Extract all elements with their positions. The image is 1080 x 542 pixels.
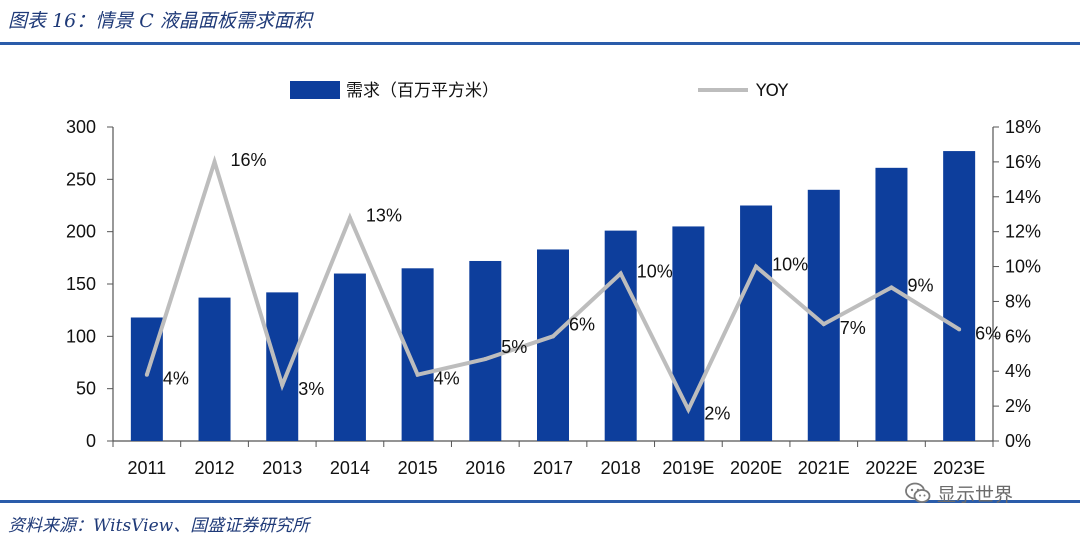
x-axis-tick-label: 2013 [262, 458, 302, 478]
yoy-data-label: 6% [569, 314, 595, 334]
demand-bar [875, 167, 908, 441]
demand-bar [266, 292, 299, 441]
demand-bar [469, 260, 502, 441]
yoy-point [957, 327, 962, 332]
x-axis-tick-label: 2014 [330, 458, 370, 478]
left-axis-tick-label: 50 [76, 379, 96, 399]
left-axis-tick-label: 250 [66, 169, 96, 189]
yoy-point [483, 357, 488, 362]
demand-bar [198, 297, 231, 441]
yoy-point [280, 383, 285, 388]
yoy-data-label: 4% [163, 369, 189, 389]
demand-bar [333, 273, 366, 441]
bar-series [130, 151, 976, 441]
x-axis-tick-label: 2020E [730, 458, 782, 478]
left-axis-tick-label: 150 [66, 274, 96, 294]
yoy-point [415, 372, 420, 377]
yoy-data-label: 7% [840, 318, 866, 338]
right-axis-tick-label: 10% [1005, 257, 1041, 277]
demand-bar [537, 249, 569, 441]
yoy-data-label: 2% [704, 404, 730, 424]
yoy-data-label: 4% [434, 369, 460, 389]
yoy-point [347, 215, 352, 220]
yoy-data-label: 3% [298, 379, 324, 399]
x-axis-tick-label: 2018 [601, 458, 641, 478]
right-axis-tick-label: 4% [1005, 361, 1031, 381]
right-axis-tick-label: 0% [1005, 431, 1031, 451]
right-axis-tick-label: 18% [1005, 117, 1041, 137]
wechat-icon [905, 482, 931, 503]
yoy-point [889, 285, 894, 290]
yoy-data-label: 16% [231, 150, 267, 170]
yoy-point [754, 264, 759, 269]
watermark: 显示世界 [905, 480, 1013, 506]
demand-bar [943, 151, 976, 441]
chart: 4% 16% 3% 13% 4% 5% 6% 10% 2% 10% 7% 9% 6% 0 50 100 150… [66, 81, 1041, 478]
yoy-data-label: 10% [772, 255, 808, 275]
yoy-point [821, 322, 826, 327]
yoy-data-label: 10% [637, 262, 673, 282]
watermark-text: 显示世界 [937, 483, 1014, 506]
x-axis-tick-label: 2011 [127, 458, 166, 478]
right-axis-tick-label: 8% [1005, 291, 1031, 311]
left-axis-tick-label: 0 [86, 431, 96, 451]
right-axis-tick-label: 6% [1005, 326, 1031, 346]
legend-swatch-demand [290, 81, 340, 99]
left-axis-tick-label: 300 [66, 117, 96, 137]
yoy-point [144, 372, 149, 377]
data-labels: 4% 16% 3% 13% 4% 5% 6% 10% 2% 10% 7% 9% 6% [163, 150, 1001, 424]
demand-bar [604, 230, 637, 441]
right-axis-tick-label: 2% [1005, 396, 1031, 416]
right-axis-tick-label: 14% [1005, 187, 1041, 207]
source-note: 资料来源：WitsView、国盛证券研究所 [8, 516, 310, 536]
yoy-point [618, 271, 623, 276]
tick-labels: 0501001502002503000%2%4%6%8%10%12%14%16%… [66, 117, 1041, 478]
yoy-point [686, 407, 691, 412]
right-axis-tick-label: 12% [1005, 222, 1041, 242]
left-axis-tick-label: 200 [66, 222, 96, 242]
x-axis-tick-label: 2021E [798, 458, 850, 478]
x-axis-tick-label: 2022E [865, 458, 917, 478]
yoy-line-series [144, 155, 962, 415]
x-axis-tick-label: 2016 [465, 458, 505, 478]
yoy-data-label: 13% [366, 206, 402, 226]
x-axis-tick-label: 2019E [662, 458, 714, 478]
bottom-divider [0, 500, 1080, 503]
yoy-data-label: 6% [975, 323, 1001, 343]
x-axis-tick-label: 2023E [933, 458, 985, 478]
x-axis-tick-label: 2012 [195, 458, 235, 478]
yoy-point [212, 159, 217, 164]
demand-bar [740, 205, 773, 441]
legend: 需求（百万平方米） YOY [290, 81, 789, 101]
legend-label-demand: 需求（百万平方米） [346, 81, 499, 101]
demand-bar [401, 268, 434, 441]
legend-label-yoy: YOY [755, 81, 789, 101]
yoy-data-label: 9% [907, 275, 933, 295]
top-divider [0, 42, 1080, 45]
yoy-data-label: 5% [501, 337, 527, 357]
right-axis-tick-label: 16% [1005, 152, 1041, 172]
x-axis-tick-label: 2017 [533, 458, 573, 478]
yoy-point [551, 334, 555, 339]
x-axis-tick-label: 2015 [398, 458, 438, 478]
figure-title: 图表 16：情景 C 液晶面板需求面积 [8, 10, 312, 32]
left-axis-tick-label: 100 [66, 326, 96, 346]
